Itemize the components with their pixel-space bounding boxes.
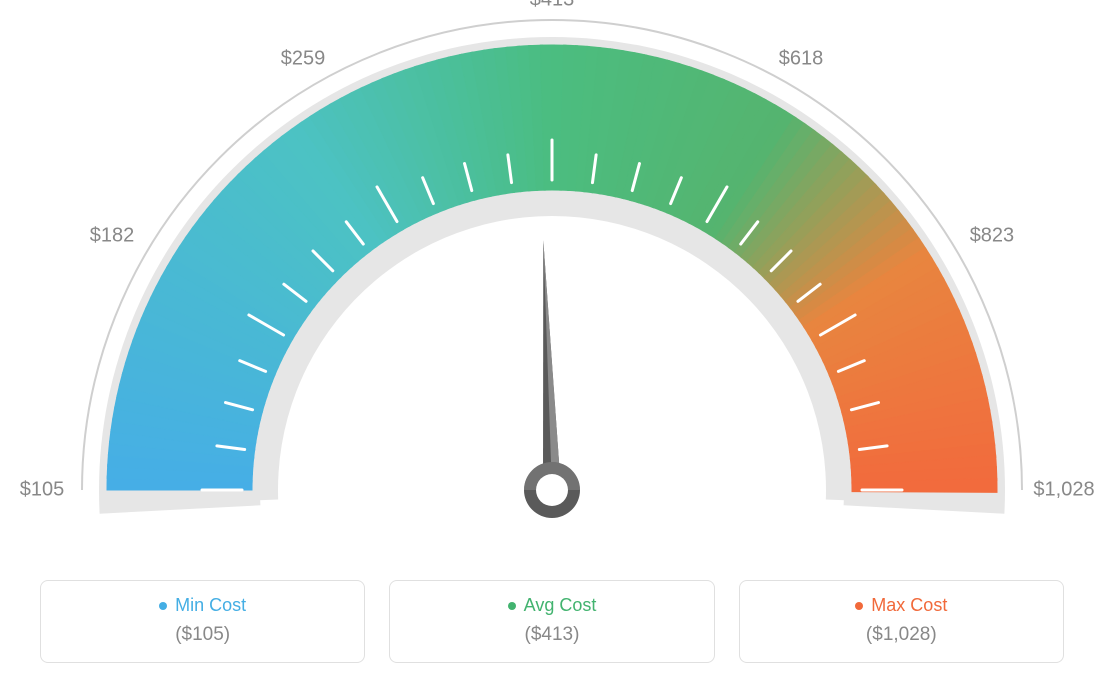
gauge-tick-label: $182 <box>90 225 135 248</box>
legend-item: Avg Cost ($413) <box>389 580 714 663</box>
legend-title: Max Cost <box>855 595 947 616</box>
legend-title: Min Cost <box>159 595 246 616</box>
gauge-area: $105 $182 $259 $413 $618 $823 $1,028 <box>0 0 1104 570</box>
gauge-tick-label: $823 <box>970 225 1015 248</box>
legend-value: ($413) <box>406 624 697 646</box>
legend-value: ($1,028) <box>756 624 1047 646</box>
legend-row: Min Cost ($105) Avg Cost ($413) Max Cost ($1,… <box>0 580 1104 663</box>
legend-dot <box>855 602 863 610</box>
legend-label: Min Cost <box>175 595 246 616</box>
legend-label: Max Cost <box>871 595 947 616</box>
legend-value: ($105) <box>57 624 348 646</box>
gauge-tick-label: $1,028 <box>1033 479 1094 502</box>
legend-dot <box>508 602 516 610</box>
legend-item: Max Cost ($1,028) <box>739 580 1064 663</box>
gauge-tick-label: $105 <box>20 479 65 502</box>
gauge-cost-widget: $105 $182 $259 $413 $618 $823 $1,028 Min Cost (… <box>0 0 1104 690</box>
gauge-tick-label: $413 <box>530 0 575 12</box>
legend-dot <box>159 602 167 610</box>
legend-item: Min Cost ($105) <box>40 580 365 663</box>
gauge-svg <box>0 0 1104 570</box>
gauge-tick-label: $618 <box>779 47 824 70</box>
legend-title: Avg Cost <box>508 595 597 616</box>
legend-label: Avg Cost <box>524 595 597 616</box>
gauge-tick-label: $259 <box>281 47 326 70</box>
